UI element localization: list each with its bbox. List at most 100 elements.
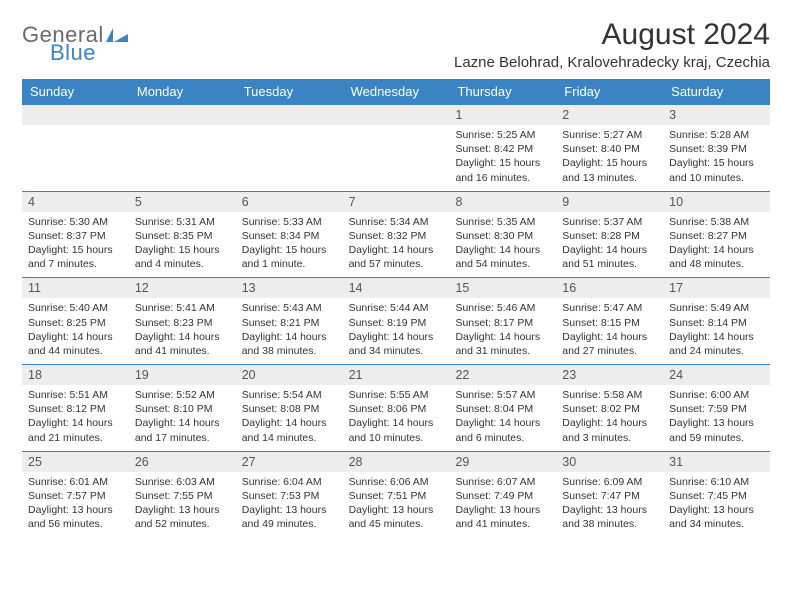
sunrise-line: Sunrise: 5:31 AM — [135, 215, 230, 229]
sunrise-value: 5:38 AM — [711, 216, 750, 228]
sunset-value: 7:51 PM — [387, 490, 426, 502]
sunrise-line: Sunrise: 5:47 AM — [562, 301, 657, 315]
day-number-cell: 6 — [236, 192, 343, 212]
daylight-line: Daylight: 14 hours and 10 minutes. — [349, 416, 444, 444]
daylight-line: Daylight: 14 hours and 54 minutes. — [455, 243, 550, 271]
sunset-value: 8:15 PM — [601, 317, 640, 329]
day-detail-cell — [22, 125, 129, 191]
sunrise-value: 5:37 AM — [604, 216, 643, 228]
sunrise-line: Sunrise: 6:01 AM — [28, 475, 123, 489]
day-number-cell: 14 — [343, 278, 450, 298]
day-number-row: 18192021222324 — [22, 365, 770, 385]
day-number-cell: 12 — [129, 278, 236, 298]
sunset-value: 8:06 PM — [387, 403, 426, 415]
day-detail-row: Sunrise: 5:30 AMSunset: 8:37 PMDaylight:… — [22, 212, 770, 278]
sunset-value: 8:39 PM — [708, 143, 747, 155]
sunset-value: 7:59 PM — [708, 403, 747, 415]
page-title: August 2024 — [454, 18, 770, 52]
day-detail-cell: Sunrise: 5:44 AMSunset: 8:19 PMDaylight:… — [343, 298, 450, 364]
sunset-line: Sunset: 8:21 PM — [242, 316, 337, 330]
day-detail-row: Sunrise: 6:01 AMSunset: 7:57 PMDaylight:… — [22, 472, 770, 538]
sunrise-value: 5:31 AM — [176, 216, 215, 228]
sunset-value: 8:17 PM — [494, 317, 533, 329]
day-detail-cell: Sunrise: 5:43 AMSunset: 8:21 PMDaylight:… — [236, 298, 343, 364]
daylight-line: Daylight: 14 hours and 27 minutes. — [562, 330, 657, 358]
sunset-line: Sunset: 8:08 PM — [242, 402, 337, 416]
day-detail-cell: Sunrise: 5:58 AMSunset: 8:02 PMDaylight:… — [556, 385, 663, 451]
sunrise-value: 5:40 AM — [69, 302, 108, 314]
sunset-value: 8:08 PM — [280, 403, 319, 415]
daylight-line: Daylight: 13 hours and 38 minutes. — [562, 503, 657, 531]
daylight-value: 14 hours and 44 minutes. — [28, 331, 113, 357]
day-number-cell: 2 — [556, 105, 663, 125]
title-block: August 2024 Lazne Belohrad, Kralovehrade… — [454, 18, 770, 71]
day-number-cell: 1 — [449, 105, 556, 125]
daylight-value: 14 hours and 21 minutes. — [28, 417, 113, 443]
day-number-row: 25262728293031 — [22, 452, 770, 472]
daylight-value: 13 hours and 49 minutes. — [242, 504, 327, 530]
sunrise-value: 5:33 AM — [283, 216, 322, 228]
day-number-cell — [343, 105, 450, 125]
sunrise-line: Sunrise: 5:40 AM — [28, 301, 123, 315]
sunrise-line: Sunrise: 6:00 AM — [669, 388, 764, 402]
day-detail-cell: Sunrise: 5:30 AMSunset: 8:37 PMDaylight:… — [22, 212, 129, 278]
daylight-line: Daylight: 13 hours and 52 minutes. — [135, 503, 230, 531]
sunset-value: 8:34 PM — [280, 230, 319, 242]
sunset-value: 8:14 PM — [708, 317, 747, 329]
sunrise-value: 5:25 AM — [497, 129, 536, 141]
week: 18192021222324Sunrise: 5:51 AMSunset: 8:… — [22, 364, 770, 451]
daylight-line: Daylight: 14 hours and 51 minutes. — [562, 243, 657, 271]
sunset-line: Sunset: 8:04 PM — [455, 402, 550, 416]
day-detail-cell: Sunrise: 5:55 AMSunset: 8:06 PMDaylight:… — [343, 385, 450, 451]
sunrise-value: 5:51 AM — [69, 389, 108, 401]
sunset-value: 7:55 PM — [173, 490, 212, 502]
sunset-line: Sunset: 8:28 PM — [562, 229, 657, 243]
day-number-cell: 18 — [22, 365, 129, 385]
sunrise-value: 6:07 AM — [497, 476, 536, 488]
sunset-line: Sunset: 8:37 PM — [28, 229, 123, 243]
sunrise-line: Sunrise: 5:25 AM — [455, 128, 550, 142]
sunrise-line: Sunrise: 5:55 AM — [349, 388, 444, 402]
sunrise-line: Sunrise: 5:37 AM — [562, 215, 657, 229]
daylight-line: Daylight: 14 hours and 57 minutes. — [349, 243, 444, 271]
daylight-value: 13 hours and 38 minutes. — [562, 504, 647, 530]
day-number-row: 123 — [22, 105, 770, 125]
day-header: Monday — [129, 79, 236, 104]
sunset-line: Sunset: 8:30 PM — [455, 229, 550, 243]
daylight-value: 15 hours and 10 minutes. — [669, 157, 754, 183]
sunrise-line: Sunrise: 6:03 AM — [135, 475, 230, 489]
daylight-value: 15 hours and 16 minutes. — [455, 157, 540, 183]
sunset-value: 8:04 PM — [494, 403, 533, 415]
day-number-cell: 7 — [343, 192, 450, 212]
daylight-line: Daylight: 14 hours and 38 minutes. — [242, 330, 337, 358]
sunset-line: Sunset: 8:32 PM — [349, 229, 444, 243]
daylight-line: Daylight: 14 hours and 24 minutes. — [669, 330, 764, 358]
sunrise-value: 5:47 AM — [604, 302, 643, 314]
daylight-line: Daylight: 15 hours and 10 minutes. — [669, 156, 764, 184]
daylight-value: 14 hours and 24 minutes. — [669, 331, 754, 357]
day-detail-cell: Sunrise: 6:03 AMSunset: 7:55 PMDaylight:… — [129, 472, 236, 538]
day-detail-cell — [343, 125, 450, 191]
sunset-value: 8:35 PM — [173, 230, 212, 242]
day-number-row: 11121314151617 — [22, 278, 770, 298]
day-number-cell: 31 — [663, 452, 770, 472]
daylight-line: Daylight: 14 hours and 44 minutes. — [28, 330, 123, 358]
sunrise-value: 6:10 AM — [711, 476, 750, 488]
sunset-value: 8:02 PM — [601, 403, 640, 415]
sunrise-line: Sunrise: 5:46 AM — [455, 301, 550, 315]
sunset-line: Sunset: 8:35 PM — [135, 229, 230, 243]
sunrise-line: Sunrise: 5:54 AM — [242, 388, 337, 402]
daylight-line: Daylight: 13 hours and 45 minutes. — [349, 503, 444, 531]
day-number-cell: 25 — [22, 452, 129, 472]
day-number-cell: 11 — [22, 278, 129, 298]
day-number-cell: 23 — [556, 365, 663, 385]
day-header: Thursday — [449, 79, 556, 104]
daylight-value: 15 hours and 13 minutes. — [562, 157, 647, 183]
day-header: Saturday — [663, 79, 770, 104]
calendar-page: GeneralBlue August 2024 Lazne Belohrad, … — [0, 0, 792, 547]
sunrise-value: 5:52 AM — [176, 389, 215, 401]
day-detail-cell — [236, 125, 343, 191]
day-header: Tuesday — [236, 79, 343, 104]
week: 11121314151617 Sunrise: 5:40 AM Sunset: 8:… — [22, 277, 770, 364]
daylight-line: Daylight: 14 hours and 41 minutes. — [135, 330, 230, 358]
